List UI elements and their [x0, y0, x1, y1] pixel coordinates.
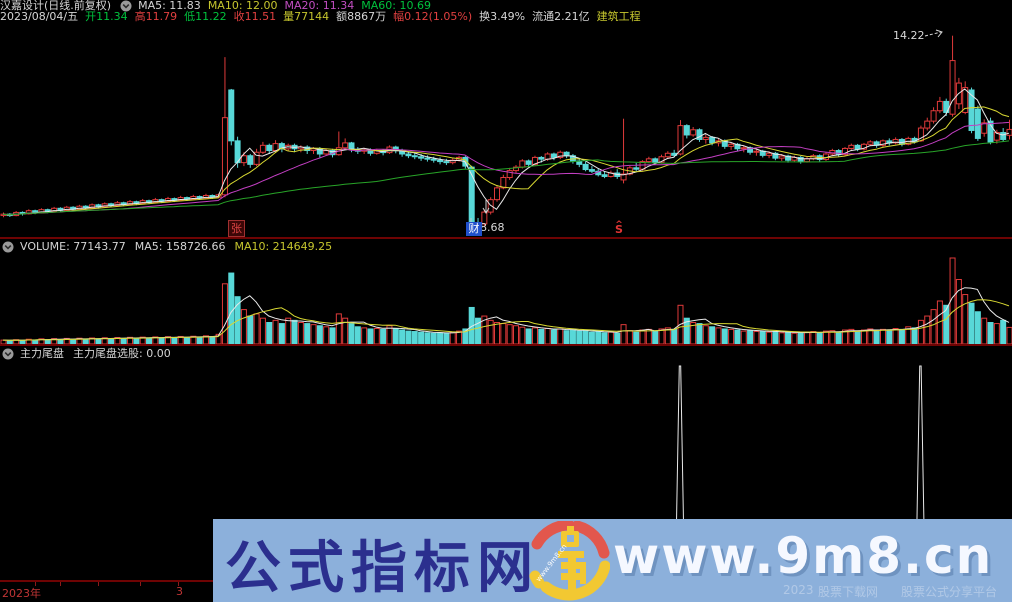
collapse-main-icon[interactable] — [120, 0, 132, 12]
ma-label-0: MA5: 11.83 — [138, 0, 201, 12]
axis-tick-0 — [35, 582, 36, 586]
quote-field-1: 开11.34 — [85, 10, 128, 23]
volume-value: VOLUME: 77143.77 — [20, 240, 126, 253]
axis-year-label: 2023年 — [2, 587, 41, 600]
indicator-pane-header: 主力尾盘 主力尾盘选股: 0.00 — [0, 347, 1012, 360]
ma-label-3: MA60: 10.69 — [361, 0, 431, 12]
ma-legend: MA5: 11.83 MA10: 12.00 MA20: 11.34 MA60: 10… — [138, 0, 438, 12]
collapse-volume-icon[interactable] — [2, 241, 14, 253]
watermark-site-url: www.9m8.cn — [613, 527, 994, 585]
quote-field-7: 幅0.12(1.05%) — [393, 10, 473, 23]
volume-ma5-value: MA5: 158726.66 — [134, 240, 226, 253]
quote-field-5: 量77144 — [283, 10, 330, 23]
watermark-faint-text-0: 2023 — [783, 583, 814, 597]
quote-field-2: 高11.79 — [134, 10, 178, 23]
ma-label-1: MA10: 12.00 — [207, 0, 278, 12]
quote-values: 2023/08/04/五 开11.34 高11.79 低11.22 收11.51 量771… — [0, 11, 648, 23]
dividend-marker[interactable]: ^ S — [615, 220, 623, 236]
pane-divider-1[interactable] — [0, 237, 1012, 239]
quote-field-6: 额8867万 — [336, 10, 387, 23]
watermark-faint-text-1: 股票下载网 — [818, 585, 879, 599]
main-chart-pane[interactable]: 14.22 8.68 — [0, 23, 1012, 237]
svg-text:8.68: 8.68 — [480, 221, 505, 234]
quote-field-10: 建筑工程 — [596, 10, 641, 23]
site-logo-icon — [529, 521, 610, 601]
title-bar: 汉嘉设计(日线.前复权) MA5: 11.83 MA10: 12.00 MA20: … — [0, 0, 1012, 12]
axis-tick-2 — [98, 582, 99, 586]
axis-tick-3 — [140, 582, 141, 586]
quote-field-4: 收11.51 — [233, 10, 277, 23]
ma-label-2: MA20: 11.34 — [284, 0, 355, 12]
watermark-site-name: 公式指标网 — [225, 536, 540, 601]
event-marker-cai[interactable]: 财 — [466, 222, 482, 236]
quote-info-bar: 2023/08/04/五 开11.34 高11.79 低11.22 收11.51 量771… — [0, 11, 1012, 23]
volume-pane-header: VOLUME: 77143.77 MA5: 158726.66 MA10: 21… — [0, 240, 1012, 253]
pane-divider-2[interactable] — [0, 344, 1012, 346]
watermark-faint-text-2: 股票公式分享平台 — [901, 585, 998, 599]
svg-text:14.22: 14.22 — [893, 29, 925, 42]
axis-tick-1 — [60, 582, 61, 586]
indicator-name: 主力尾盘 — [20, 347, 64, 360]
quote-field-8: 换3.49% — [479, 10, 526, 23]
watermark-banner: 公式指标网 www.9m8.cn www.9m8.cn 2023 股票下载网 股票公… — [213, 519, 1012, 602]
event-marker-zhang[interactable]: 张 — [228, 220, 245, 237]
volume-ma10-value: MA10: 214649.25 — [234, 240, 333, 253]
collapse-indicator-icon[interactable] — [2, 348, 14, 360]
axis-month-label: 3 — [176, 585, 183, 598]
quote-field-9: 流通2.21亿 — [532, 10, 590, 23]
volume-chart-pane[interactable] — [0, 253, 1012, 345]
stock-title: 汉嘉设计(日线.前复权) — [0, 0, 112, 12]
quote-field-3: 低11.22 — [184, 10, 227, 23]
quote-field-0: 2023/08/04/五 — [0, 10, 79, 23]
axis-tick-4 — [178, 582, 179, 586]
indicator-value: 主力尾盘选股: 0.00 — [73, 347, 171, 360]
